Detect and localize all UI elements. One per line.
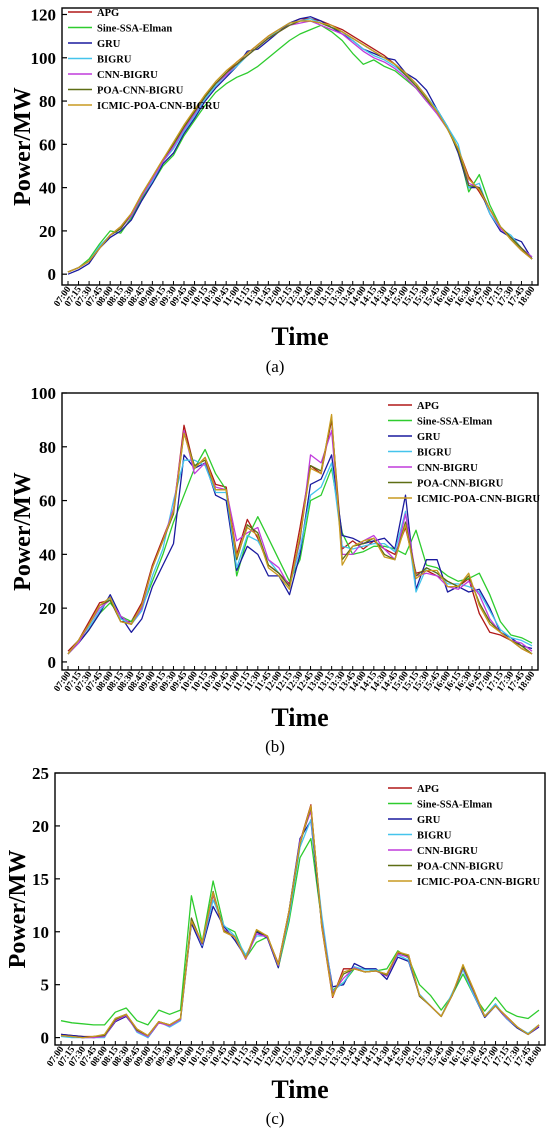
legend-label: CNN-BIGRU [417, 846, 478, 857]
legend-label: APG [417, 784, 439, 795]
chart-panel-c: 051015202507:0007:1507:3007:4508:0008:15… [5, 764, 546, 1128]
y-tick-label: 25 [32, 764, 49, 783]
y-axis-label: Power/MW [5, 850, 31, 969]
y-tick-label: 0 [48, 265, 57, 284]
legend-label: APG [417, 401, 439, 412]
series-line-poa-cnn-bigru [67, 20, 533, 273]
y-tick-label: 40 [39, 545, 56, 564]
y-tick-label: 60 [39, 492, 56, 511]
chart-panel-b: 02040608010007:0007:1507:3007:4508:0008:… [10, 384, 540, 756]
series-line-bigru [67, 18, 533, 273]
legend-label: BIGRU [97, 54, 132, 65]
y-tick-label: 60 [39, 135, 56, 154]
legend-label: Sine-SSA-Elman [97, 23, 172, 34]
legend-label: POA-CNN-BIGRU [97, 85, 184, 96]
panel-caption: (a) [266, 357, 285, 376]
y-tick-label: 40 [39, 179, 56, 198]
series-line-bigru [67, 459, 533, 655]
series-line-gru [67, 16, 533, 275]
y-tick-label: 20 [39, 222, 56, 241]
legend-label: BIGRU [417, 830, 452, 841]
y-axis-label: Power/MW [10, 472, 36, 591]
legend-label: GRU [417, 815, 441, 826]
legend-label: ICMIC-POA-CNN-BIGRU [417, 877, 540, 888]
x-axis-label: Time [271, 703, 328, 732]
panel-caption: (c) [266, 1109, 285, 1128]
plot-frame [61, 7, 539, 286]
y-tick-label: 20 [32, 817, 49, 836]
y-tick-label: 0 [41, 1029, 50, 1048]
y-tick-label: 10 [32, 923, 49, 942]
series-line-cnn-bigru [67, 20, 533, 273]
y-tick-label: 20 [39, 599, 56, 618]
chart-panel-a: 02040608010012007:0007:1507:3007:4508:00… [10, 5, 539, 376]
legend: APG Sine-SSA-Elman GRU BIGRU CNN-BIGRU POA-CN… [388, 784, 540, 888]
legend-label: Sine-SSA-Elman [417, 799, 492, 810]
legend-label: Sine-SSA-Elman [417, 416, 492, 427]
series-line-icmic-poa-cnn-bigru [67, 413, 533, 655]
x-axis-label: Time [271, 1075, 328, 1104]
series-line-sine-ssa-elman [60, 837, 540, 1026]
y-tick-label: 100 [31, 49, 57, 68]
panel-caption: (b) [265, 737, 285, 756]
y-axis-label: Power/MW [10, 87, 36, 206]
series-line-icmic-poa-cnn-bigru [67, 20, 533, 273]
x-axis-label: Time [271, 322, 328, 351]
y-tick-label: 0 [48, 653, 57, 672]
legend: APG Sine-SSA-Elman GRU BIGRU CNN-BIGRU POA-CN… [388, 401, 540, 505]
series-line-sine-ssa-elman [67, 24, 533, 273]
legend-label: POA-CNN-BIGRU [417, 861, 504, 872]
series-line-apg [67, 18, 533, 273]
legend-label: POA-CNN-BIGRU [417, 478, 504, 489]
legend-label: GRU [417, 432, 441, 443]
legend: APG Sine-SSA-Elman GRU BIGRU CNN-BIGRU POA-CN… [68, 8, 220, 112]
y-tick-label: 5 [41, 976, 50, 995]
legend-label: CNN-BIGRU [417, 463, 478, 474]
legend-label: GRU [97, 39, 121, 50]
series-line-icmic-poa-cnn-bigru [60, 805, 540, 1039]
y-tick-label: 100 [31, 384, 57, 403]
legend-label: CNN-BIGRU [97, 70, 158, 81]
y-tick-label: 80 [39, 438, 56, 457]
legend-label: ICMIC-POA-CNN-BIGRU [97, 101, 220, 112]
legend-label: BIGRU [417, 447, 452, 458]
y-tick-label: 80 [39, 92, 56, 111]
legend-label: APG [97, 8, 119, 19]
y-tick-label: 15 [32, 870, 49, 889]
plot-frame [54, 772, 546, 1046]
legend-label: ICMIC-POA-CNN-BIGRU [417, 494, 540, 505]
y-tick-label: 120 [31, 5, 57, 24]
